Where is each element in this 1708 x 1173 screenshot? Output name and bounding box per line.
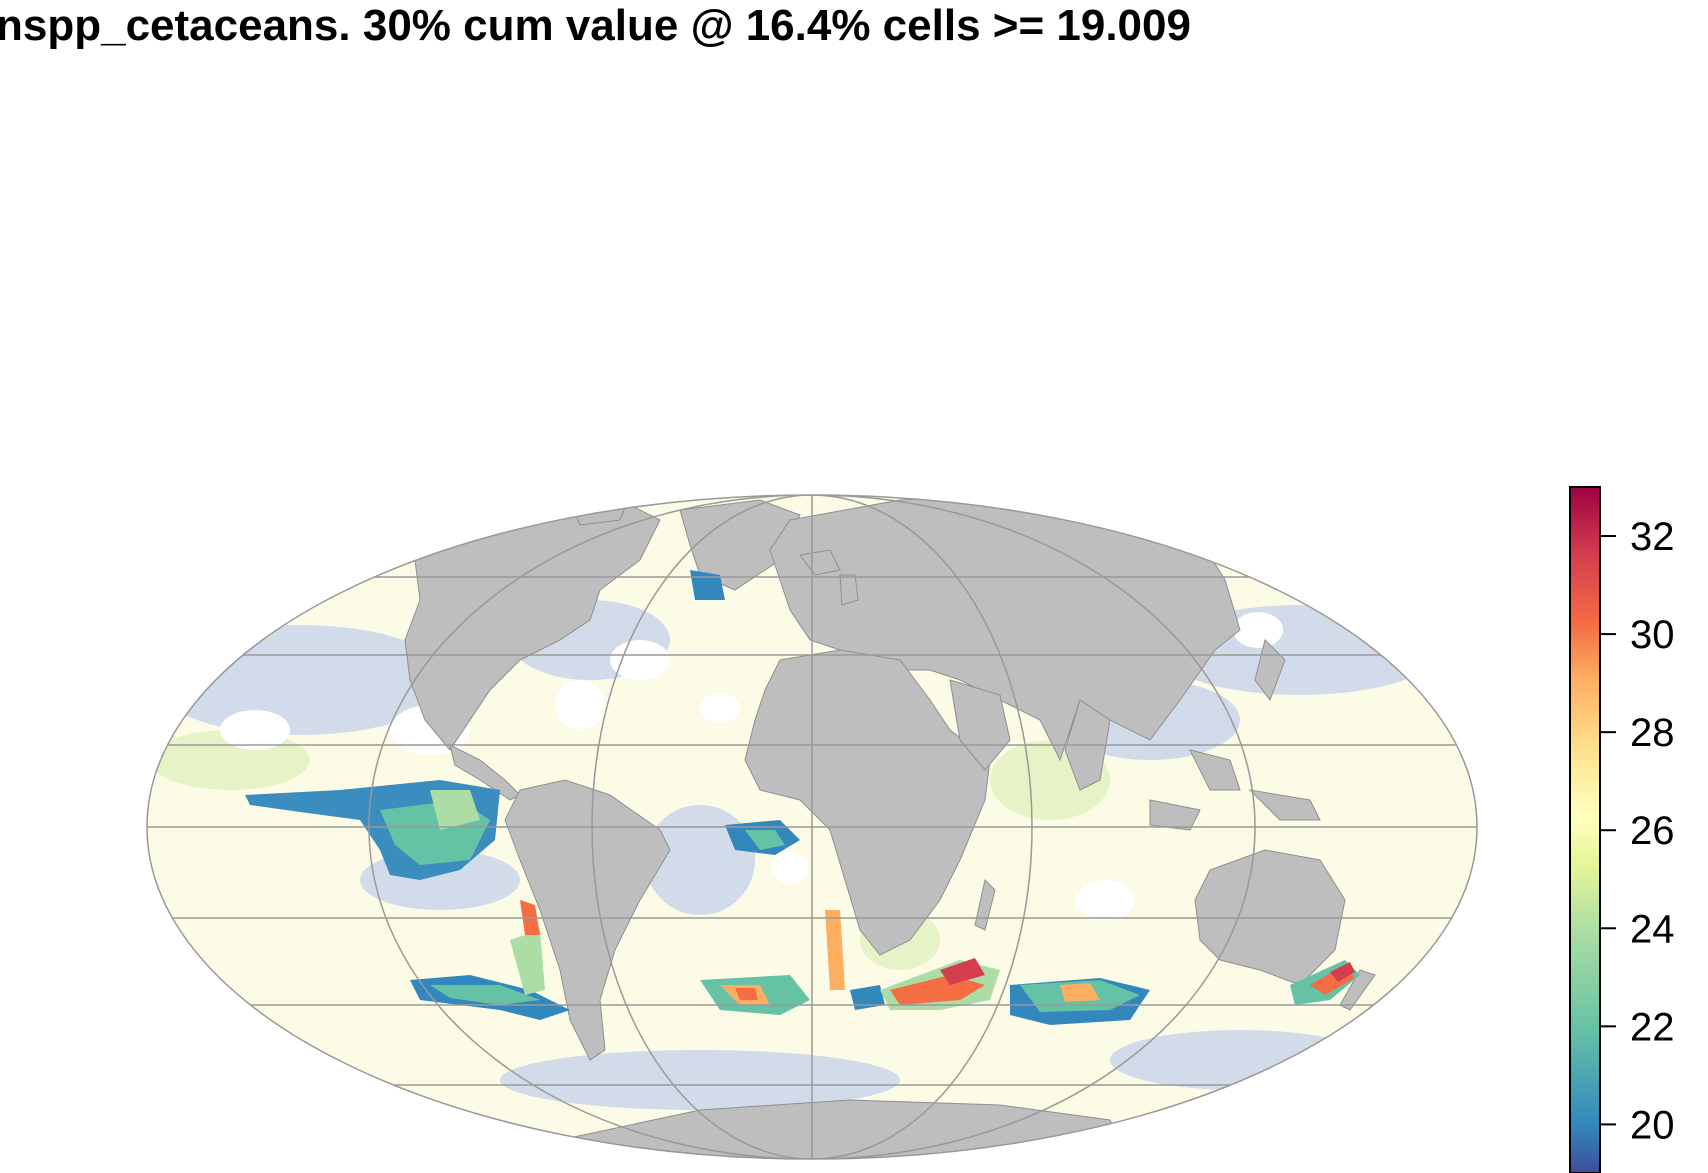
legend-tick-label: 30 [1630, 613, 1675, 657]
legend-tick-label: 20 [1630, 1103, 1675, 1147]
legend-tick-label: 24 [1630, 907, 1675, 951]
globe [147, 495, 1477, 1159]
land [404, 495, 1376, 1159]
legend-colorbar [1569, 486, 1601, 1173]
legend-ticks: 20 22 24 26 28 30 32 [1600, 515, 1675, 1147]
high-value-patches [245, 570, 1360, 1025]
map-title: nspp_cetaceans. 30% cum value @ 16.4% ce… [0, 1, 1191, 50]
legend-tick-label: 26 [1630, 809, 1675, 853]
legend-tick-label: 22 [1630, 1005, 1675, 1049]
legend-tick-label: 32 [1630, 515, 1675, 559]
globe-outline [146, 494, 1478, 1160]
legend-tick-label: 28 [1630, 711, 1675, 755]
legend: 20 22 24 26 28 30 32 [1569, 486, 1675, 1173]
graticule [147, 495, 1477, 1159]
